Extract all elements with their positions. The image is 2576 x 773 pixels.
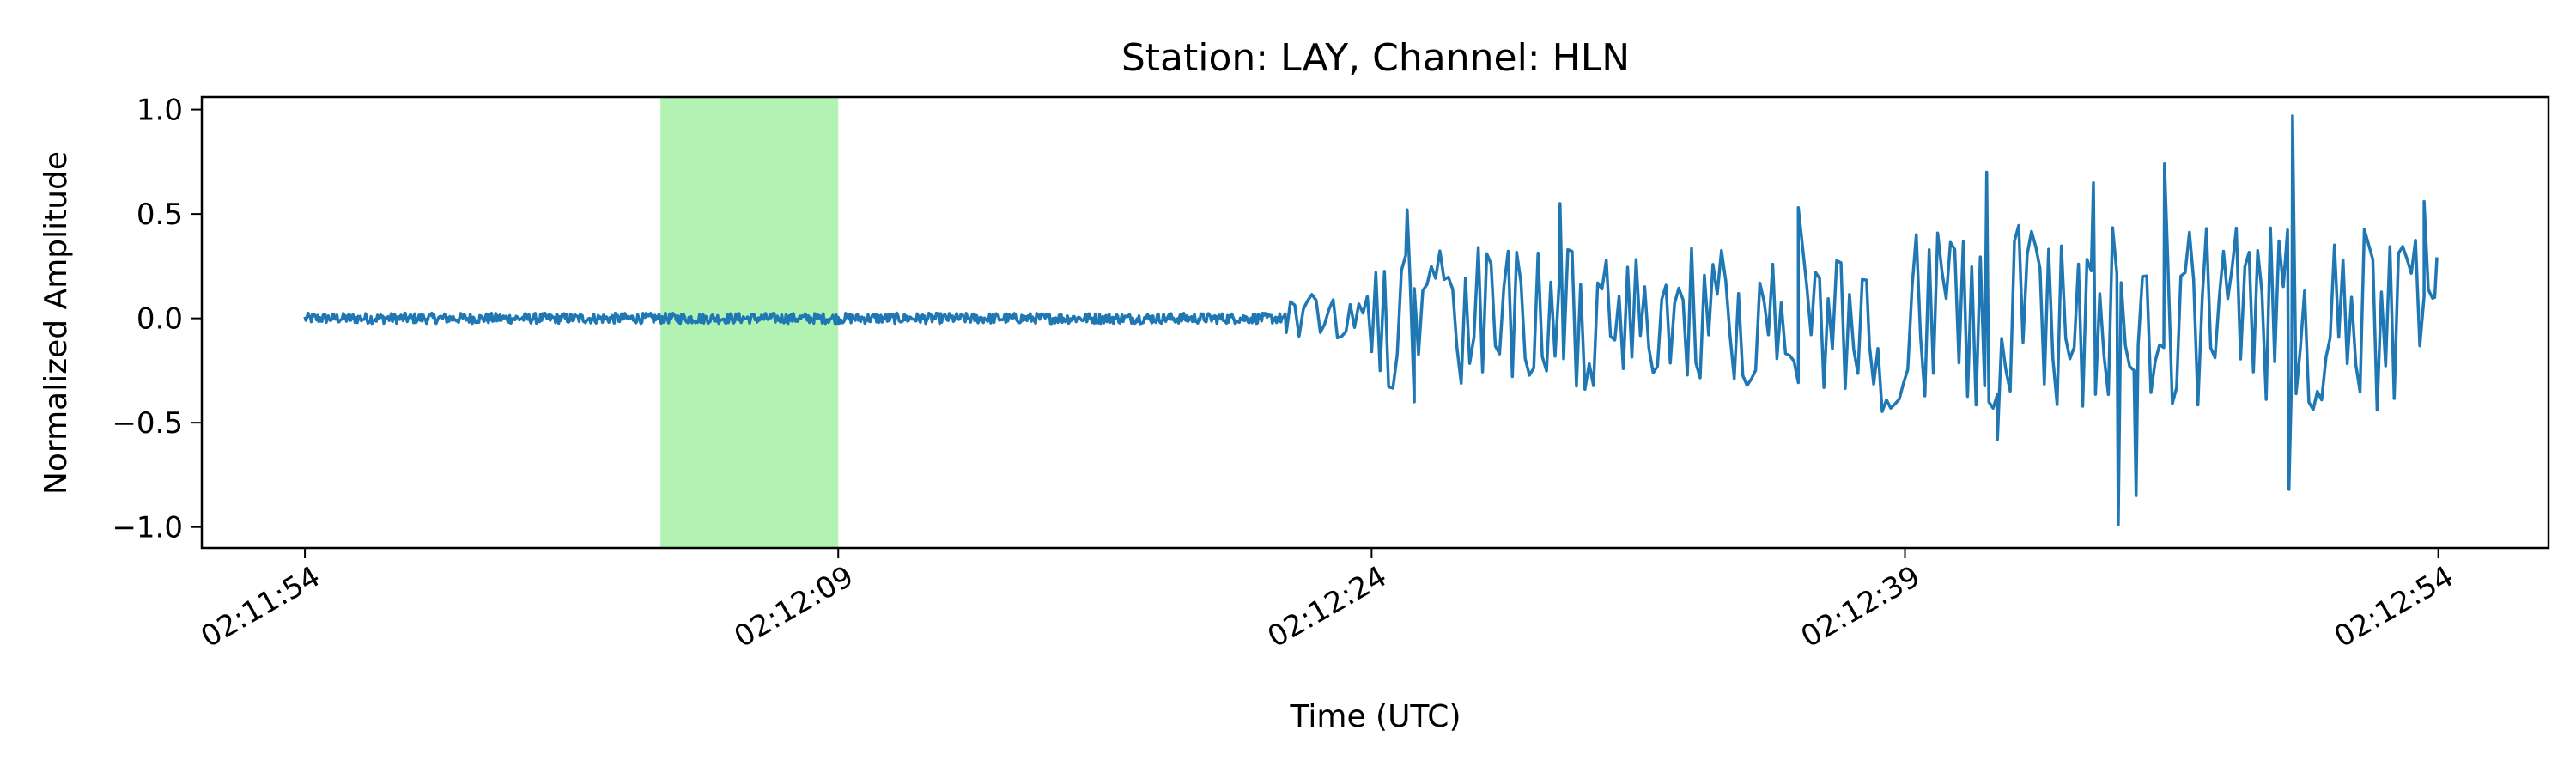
x-tick-label: 02:11:54 [195,559,325,654]
series-layer [303,114,2439,527]
y-tick-label: 0.5 [137,198,183,232]
waveform-line [303,114,2439,527]
x-tick-label: 02:12:24 [1262,559,1393,654]
x-axis-label: Time (UTC) [1289,699,1461,734]
y-tick-label: −0.5 [112,406,183,441]
x-axis: 02:11:54 02:12:09 02:12:24 02:12:39 02:12:54 [195,548,2459,654]
y-axis: 1.0 0.5 0.0 −0.5 −1.0 [112,94,202,545]
plot-frame [200,95,2550,550]
chart-title: Station: LAY, Channel: HLN [1121,36,1630,80]
y-axis-label: Normalized Amplitude [39,151,74,495]
y-tick-label: 0.0 [137,302,183,337]
y-tick-label: 1.0 [137,94,183,128]
y-tick-label: −1.0 [112,511,183,545]
x-tick-label: 02:12:54 [2329,559,2459,654]
x-tick-label: 02:12:39 [1795,559,1926,654]
x-tick-label: 02:12:09 [728,559,859,654]
